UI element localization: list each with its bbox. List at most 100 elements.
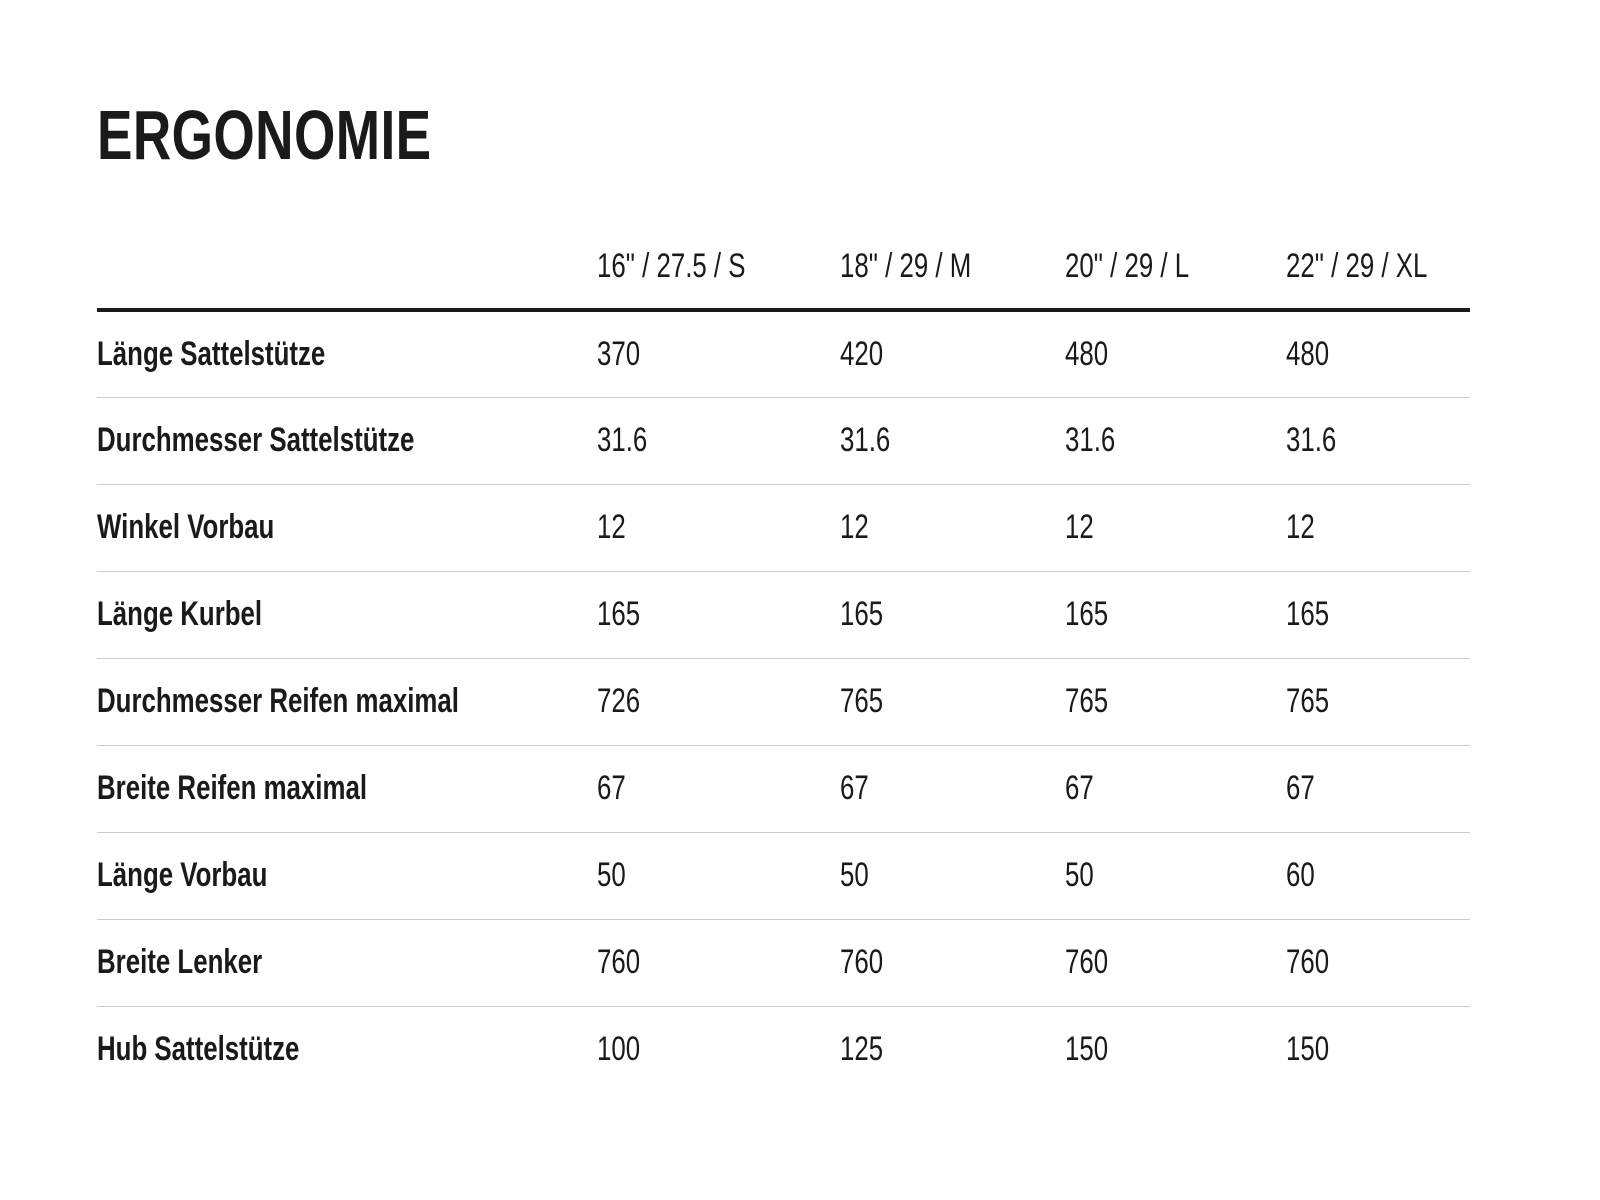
spec-value: 480 (1065, 334, 1109, 373)
spec-value: 67 (840, 769, 869, 807)
spec-value-cell: 165 (1286, 570, 1470, 658)
spec-value-cell: 165 (840, 570, 1065, 658)
page-title-text: ERGONOMIE (97, 96, 432, 174)
row-label-cell: Durchmesser Sattelstütze (97, 396, 597, 484)
spec-value-cell: 125 (840, 1005, 1065, 1093)
spec-value-cell: 67 (1286, 744, 1470, 832)
spec-table-header: 16" / 27.5 / S 18" / 29 / M 20" / 29 / L… (97, 225, 1470, 312)
row-label: Breite Reifen maximal (97, 769, 368, 807)
spec-value: 165 (840, 595, 884, 633)
table-row: Hub Sattelstütze 100 125 150 150 (97, 1005, 1470, 1093)
row-label: Länge Sattelstütze (97, 334, 326, 373)
row-label-cell: Hub Sattelstütze (97, 1005, 597, 1093)
spec-value-cell: 765 (1065, 657, 1286, 745)
row-label: Länge Vorbau (97, 856, 268, 894)
spec-value: 60 (1286, 856, 1315, 894)
spec-value-cell: 480 (1065, 310, 1286, 397)
spec-value-cell: 765 (840, 657, 1065, 745)
column-header-size-xl-label: 22" / 29 / XL (1286, 247, 1428, 285)
spec-value-cell: 31.6 (840, 396, 1065, 484)
spec-value-cell: 760 (840, 918, 1065, 1006)
table-row: Länge Kurbel 165 165 165 165 (97, 570, 1470, 658)
header-row: 16" / 27.5 / S 18" / 29 / M 20" / 29 / L… (97, 225, 1470, 312)
spec-value-cell: 50 (1065, 831, 1286, 919)
row-label-cell: Winkel Vorbau (97, 483, 597, 571)
spec-value-cell: 150 (1065, 1005, 1286, 1093)
spec-value: 31.6 (1286, 421, 1337, 459)
row-label-cell: Breite Reifen maximal (97, 744, 597, 832)
row-label: Breite Lenker (97, 943, 263, 981)
row-label: Hub Sattelstütze (97, 1030, 300, 1069)
spec-value-cell: 12 (597, 483, 840, 571)
spec-value: 67 (1286, 769, 1315, 807)
page-title: ERGONOMIE (97, 100, 1470, 170)
spec-value: 765 (840, 682, 884, 720)
column-header-size-xl: 22" / 29 / XL (1286, 225, 1470, 312)
spec-value: 150 (1286, 1030, 1330, 1069)
row-label-cell: Länge Vorbau (97, 831, 597, 919)
spec-value-cell: 12 (1286, 483, 1470, 571)
spec-value: 165 (1286, 595, 1330, 633)
spec-value: 760 (1065, 943, 1109, 981)
spec-value-cell: 165 (1065, 570, 1286, 658)
header-spacer-cell (97, 225, 597, 312)
table-row: Breite Lenker 760 760 760 760 (97, 918, 1470, 1006)
spec-value-cell: 760 (597, 918, 840, 1006)
spec-value: 31.6 (840, 421, 891, 459)
spec-value-cell: 760 (1065, 918, 1286, 1006)
spec-value: 67 (597, 769, 626, 807)
table-row: Durchmesser Reifen maximal 726 765 765 7… (97, 657, 1470, 745)
spec-value-cell: 12 (840, 483, 1065, 571)
spec-value-cell: 50 (597, 831, 840, 919)
spec-value-cell: 370 (597, 310, 840, 397)
spec-value: 100 (597, 1030, 641, 1069)
table-row: Winkel Vorbau 12 12 12 12 (97, 483, 1470, 571)
ergonomics-spec-table: 16" / 27.5 / S 18" / 29 / M 20" / 29 / L… (97, 225, 1470, 1093)
spec-value: 12 (1065, 508, 1094, 546)
spec-value: 50 (1065, 856, 1094, 894)
spec-value: 480 (1286, 334, 1330, 373)
row-label-cell: Länge Sattelstütze (97, 310, 597, 397)
spec-value-cell: 31.6 (1065, 396, 1286, 484)
table-row: Breite Reifen maximal 67 67 67 67 (97, 744, 1470, 832)
spec-value: 50 (840, 856, 869, 894)
spec-value-cell: 150 (1286, 1005, 1470, 1093)
column-header-size-m: 18" / 29 / M (840, 225, 1065, 312)
spec-value: 125 (840, 1030, 884, 1069)
column-header-size-l-label: 20" / 29 / L (1065, 247, 1190, 285)
table-row: Länge Sattelstütze 370 420 480 480 (97, 310, 1470, 397)
spec-value-cell: 480 (1286, 310, 1470, 397)
page: ERGONOMIE 16" / 27.5 / S 18" / 29 / M 20… (97, 100, 1470, 1093)
spec-table-body: Länge Sattelstütze 370 420 480 480 Durch… (97, 310, 1470, 1093)
column-header-size-s: 16" / 27.5 / S (597, 225, 840, 312)
spec-value-cell: 165 (597, 570, 840, 658)
row-label: Durchmesser Reifen maximal (97, 682, 459, 720)
row-label: Länge Kurbel (97, 595, 263, 633)
spec-value-cell: 60 (1286, 831, 1470, 919)
spec-value-cell: 420 (840, 310, 1065, 397)
spec-value-cell: 67 (840, 744, 1065, 832)
spec-value: 760 (840, 943, 884, 981)
spec-value: 165 (1065, 595, 1109, 633)
column-header-size-s-label: 16" / 27.5 / S (597, 247, 746, 285)
row-label-cell: Länge Kurbel (97, 570, 597, 658)
spec-value-cell: 726 (597, 657, 840, 745)
table-row: Durchmesser Sattelstütze 31.6 31.6 31.6 … (97, 396, 1470, 484)
spec-value: 765 (1286, 682, 1330, 720)
spec-value-cell: 31.6 (597, 396, 840, 484)
spec-value-cell: 765 (1286, 657, 1470, 745)
spec-value-cell: 50 (840, 831, 1065, 919)
row-label: Winkel Vorbau (97, 508, 275, 546)
spec-value: 165 (597, 595, 641, 633)
spec-value-cell: 67 (1065, 744, 1286, 832)
spec-value: 150 (1065, 1030, 1109, 1069)
spec-value: 12 (840, 508, 869, 546)
spec-value: 370 (597, 334, 641, 373)
spec-value: 50 (597, 856, 626, 894)
spec-value-cell: 31.6 (1286, 396, 1470, 484)
spec-value: 31.6 (1065, 421, 1116, 459)
spec-value: 31.6 (597, 421, 648, 459)
table-row: Länge Vorbau 50 50 50 60 (97, 831, 1470, 919)
row-label-cell: Breite Lenker (97, 918, 597, 1006)
column-header-size-m-label: 18" / 29 / M (840, 247, 972, 285)
